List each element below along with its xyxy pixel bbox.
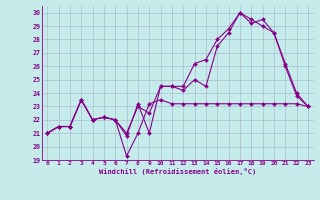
X-axis label: Windchill (Refroidissement éolien,°C): Windchill (Refroidissement éolien,°C) [99,168,256,175]
